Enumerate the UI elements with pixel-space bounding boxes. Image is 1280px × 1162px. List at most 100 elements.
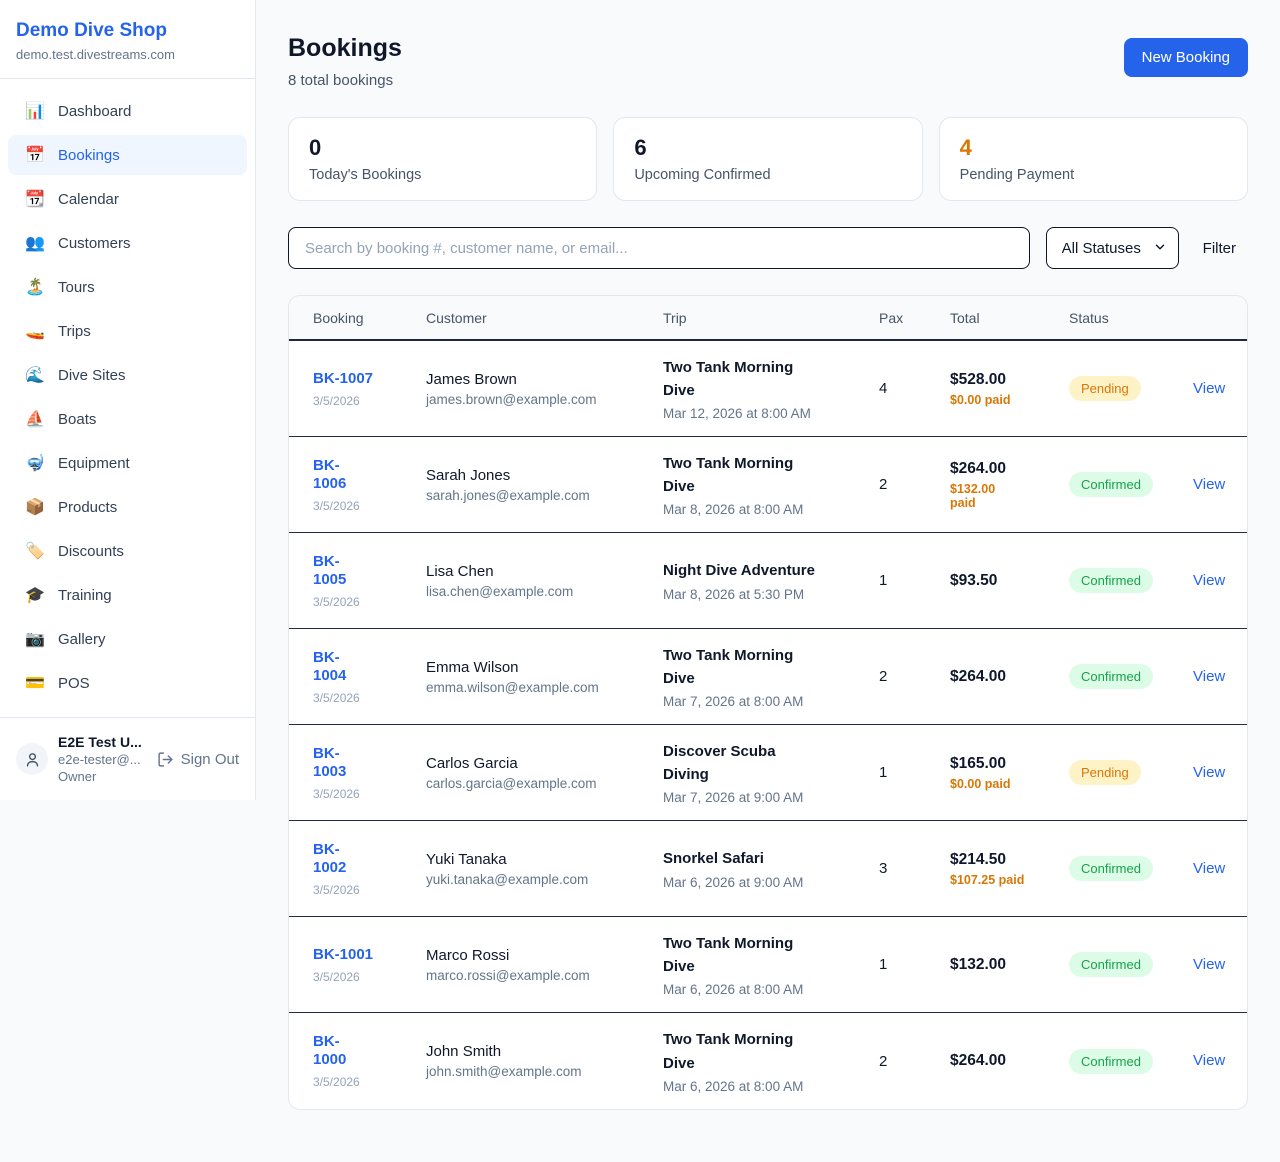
sidebar-item-label: Training (58, 586, 112, 604)
booking-id-link[interactable]: BK- 1006 (313, 456, 347, 492)
sidebar-item-label: Bookings (58, 146, 120, 164)
trip-cell: Night Dive Adventure Mar 8, 2026 at 5:30 … (663, 559, 879, 601)
sidebar-item-training[interactable]: 🎓 Training (8, 575, 247, 615)
sidebar-item-boats[interactable]: ⛵ Boats (8, 399, 247, 439)
shop-name: Demo Dive Shop (16, 20, 167, 41)
table-row: BK-1001 3/5/2026 Marco Rossi marco.rossi@ex… (289, 917, 1247, 1013)
trip-name: Discover Scuba Diving (663, 742, 776, 783)
sidebar-item-pos[interactable]: 💳 POS (8, 663, 247, 703)
column-header-total: Total (950, 309, 980, 326)
bookings-table: Booking Customer Trip Pax Total Status BK-100… (288, 295, 1248, 1110)
filter-controls: All Statuses Filter (288, 227, 1248, 269)
total-amount: $93.50 (950, 571, 998, 589)
booking-date: 3/5/2026 (313, 1075, 360, 1089)
view-link[interactable]: View (1193, 859, 1226, 877)
booking-date: 3/5/2026 (313, 393, 360, 408)
logout-icon (158, 751, 173, 767)
stat-card-today-s-bookings: 0 Today's Bookings (288, 117, 598, 201)
trip-name: Two Tank Morning Dive (663, 358, 794, 399)
booking-cell: BK-1001 3/5/2026 (313, 946, 426, 984)
view-link[interactable]: View (1193, 571, 1226, 589)
customer-email: emma.wilson@example.com (426, 679, 599, 695)
status-filter-select[interactable]: All Statuses (1045, 227, 1179, 269)
total-cell: $264.00 (950, 1052, 1069, 1070)
view-link[interactable]: View (1193, 763, 1226, 781)
sidebar-item-label: Gallery (58, 630, 106, 648)
sidebar-item-label: Boats (58, 410, 97, 428)
booking-id-link[interactable]: BK- 1000 (313, 1033, 347, 1068)
customer-name: Emma Wilson (426, 658, 519, 676)
sidebar-item-equipment[interactable]: 🤿 Equipment (8, 443, 247, 483)
view-link[interactable]: View (1193, 1052, 1226, 1069)
table-row: BK- 1002 3/5/2026 Yuki Tanaka yuki.tanaka@e… (289, 821, 1247, 917)
actions-cell: View (1193, 763, 1226, 782)
people-icon: 👥 (25, 235, 45, 252)
total-cell: $93.50 (950, 572, 1069, 590)
stat-card-upcoming-confirmed: 6 Upcoming Confirmed (613, 117, 923, 201)
sign-out-button[interactable]: Sign Out (157, 751, 239, 768)
table-row: BK- 1000 3/5/2026 John Smith john.smith@exa… (289, 1013, 1247, 1109)
sidebar-item-gallery[interactable]: 📷 Gallery (8, 619, 247, 659)
page-title: Bookings (288, 34, 402, 62)
trip-cell: Snorkel Safari Mar 6, 2026 at 9:00 AM (663, 847, 879, 889)
total-cell: $528.00 $0.00 paid (950, 371, 1069, 407)
customer-name: John Smith (426, 1043, 502, 1060)
sidebar-item-customers[interactable]: 👥 Customers (8, 223, 247, 263)
person-icon (26, 752, 38, 767)
stat-value: 4 (959, 135, 972, 160)
sidebar-item-trips[interactable]: 🚤 Trips (8, 311, 247, 351)
sidebar-nav: 📊 Dashboard 📅 Bookings 📆 Calendar 👥 Customers 🏝️… (0, 79, 255, 717)
sidebar-item-label: Dashboard (58, 102, 132, 120)
customer-cell: Carlos Garcia carlos.garcia@example.com (426, 755, 663, 791)
sidebar-item-products[interactable]: 📦 Products (8, 487, 247, 527)
view-link[interactable]: View (1193, 379, 1226, 397)
sidebar-item-dive-sites[interactable]: 🌊 Dive Sites (8, 355, 247, 395)
pax-count: 1 (879, 956, 888, 973)
status-cell: Confirmed (1069, 1048, 1193, 1074)
pax-count: 1 (879, 572, 888, 589)
customer-cell: John Smith john.smith@example.com (426, 1043, 663, 1079)
booking-id-link[interactable]: BK- 1003 (313, 744, 347, 780)
pax-count: 3 (879, 860, 888, 877)
filter-button[interactable]: Filter (1195, 240, 1248, 257)
actions-cell: View (1193, 667, 1226, 686)
view-link[interactable]: View (1193, 475, 1226, 493)
sidebar-item-dashboard[interactable]: 📊 Dashboard (8, 91, 247, 131)
sidebar: Demo Dive Shop demo.test.divestreams.com… (0, 0, 256, 800)
sidebar-item-tours[interactable]: 🏝️ Tours (8, 267, 247, 307)
sidebar-item-bookings[interactable]: 📅 Bookings (8, 135, 247, 175)
view-link[interactable]: View (1193, 667, 1226, 685)
booking-cell: BK- 1005 3/5/2026 (313, 553, 426, 609)
bar-chart-icon: 📊 (25, 103, 45, 120)
column-header-booking: Booking (313, 309, 364, 326)
booking-id-link[interactable]: BK-1007 (313, 369, 374, 387)
shop-domain: demo.test.divestreams.com (16, 47, 175, 62)
view-link[interactable]: View (1193, 955, 1226, 973)
avatar (16, 743, 48, 775)
user-name: E2E Test U... (58, 734, 142, 750)
booking-id-link[interactable]: BK- 1004 (313, 648, 347, 684)
trip-datetime: Mar 6, 2026 at 8:00 AM (663, 982, 804, 998)
sidebar-item-discounts[interactable]: 🏷️ Discounts (8, 531, 247, 571)
paid-amount: $0.00 paid (950, 776, 1011, 791)
total-amount: $264.00 (950, 459, 1007, 477)
trip-cell: Two Tank Morning Dive Mar 12, 2026 at 8:0… (663, 356, 879, 422)
pax-count: 2 (879, 476, 888, 493)
package-icon: 📦 (25, 499, 45, 516)
sidebar-item-calendar[interactable]: 📆 Calendar (8, 179, 247, 219)
customer-email: marco.rossi@example.com (426, 967, 590, 983)
customer-name: Sarah Jones (426, 466, 511, 484)
booking-date: 3/5/2026 (313, 969, 360, 984)
booking-id-link[interactable]: BK- 1002 (313, 840, 347, 876)
booking-id-link[interactable]: BK-1001 (313, 945, 374, 963)
wave-icon: 🌊 (25, 367, 45, 384)
trip-datetime: Mar 6, 2026 at 9:00 AM (663, 874, 804, 890)
actions-cell: View (1193, 955, 1226, 974)
booking-id-link[interactable]: BK- 1005 (313, 552, 347, 588)
search-input[interactable] (288, 227, 1030, 269)
status-cell: Pending (1069, 760, 1193, 785)
page-header: Bookings 8 total bookings New Booking (288, 34, 1248, 89)
trip-datetime: Mar 8, 2026 at 8:00 AM (663, 502, 804, 518)
new-booking-button[interactable]: New Booking (1123, 38, 1248, 77)
stat-label: Today's Bookings (309, 167, 422, 183)
